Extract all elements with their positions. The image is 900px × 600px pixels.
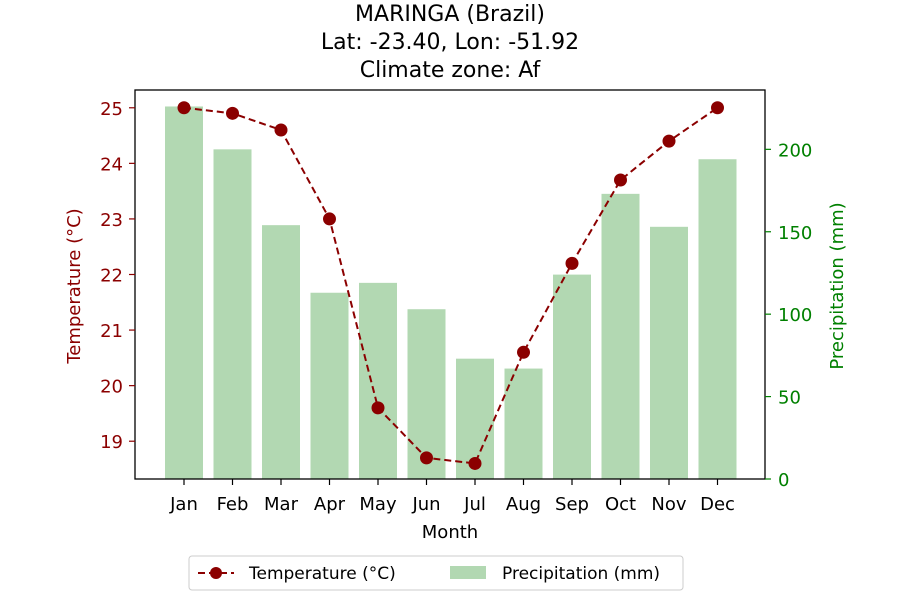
x-tick-label: Oct bbox=[605, 494, 636, 515]
legend-temperature-marker bbox=[210, 567, 222, 579]
title-line-3: Climate zone: Af bbox=[360, 58, 542, 83]
chart-title: MARINGA (Brazil) Lat: -23.40, Lon: -51.9… bbox=[321, 2, 579, 83]
left-y-tick-label: 25 bbox=[100, 99, 123, 120]
precipitation-bar-jan bbox=[165, 106, 203, 480]
precipitation-bars bbox=[165, 106, 737, 480]
temperature-point-may bbox=[371, 401, 385, 415]
temperature-point-feb bbox=[226, 106, 239, 120]
right-y-tick-label: 200 bbox=[778, 140, 812, 161]
right-y-axis: 0 50 100 150 200 bbox=[765, 140, 812, 491]
right-y-tick-label: 0 bbox=[778, 470, 789, 491]
x-tick-label: Dec bbox=[700, 494, 735, 515]
left-y-tick-label: 21 bbox=[100, 321, 123, 342]
precipitation-bar-mar bbox=[262, 225, 300, 479]
precipitation-bar-dec bbox=[698, 159, 737, 479]
legend-precipitation-swatch bbox=[450, 566, 486, 579]
precipitation-bar-feb bbox=[213, 149, 252, 479]
legend: Temperature (°C) Precipitation (mm) bbox=[188, 555, 684, 591]
x-tick-label: Sep bbox=[555, 494, 589, 515]
x-axis: Jan Feb Mar Apr May Jun Jul Aug Sep Oct Nov Dec bbox=[169, 479, 735, 515]
x-tick-label: Mar bbox=[264, 494, 299, 515]
title-line-1: MARINGA (Brazil) bbox=[355, 2, 545, 27]
x-tick-label: May bbox=[359, 494, 397, 515]
left-y-tick-label: 19 bbox=[100, 432, 123, 453]
left-y-axis: 19 20 21 22 23 24 25 bbox=[100, 99, 135, 453]
right-y-tick-label: 100 bbox=[778, 305, 812, 326]
x-tick-label: Feb bbox=[217, 494, 249, 515]
x-tick-label: Jun bbox=[411, 494, 440, 515]
temperature-point-sep bbox=[565, 256, 579, 270]
left-y-tick-label: 23 bbox=[100, 210, 123, 231]
legend-frame bbox=[188, 555, 684, 591]
plot-frame bbox=[134, 89, 766, 480]
precipitation-bar-nov bbox=[650, 226, 688, 479]
temperature-point-nov bbox=[662, 134, 676, 148]
x-tick-label: Jul bbox=[463, 494, 486, 515]
x-axis-label: Month bbox=[422, 522, 478, 543]
x-tick-label: Apr bbox=[314, 494, 346, 515]
temperature-line bbox=[177, 101, 724, 470]
left-y-axis-label: Temperature (°C) bbox=[64, 208, 85, 364]
temperature-point-jan bbox=[177, 101, 191, 115]
precipitation-bar-aug bbox=[504, 368, 543, 479]
x-tick-label: Nov bbox=[651, 494, 686, 515]
right-y-tick-label: 150 bbox=[778, 223, 812, 244]
temperature-point-mar bbox=[274, 123, 288, 137]
left-y-tick-label: 24 bbox=[100, 154, 123, 175]
x-tick-label: Jan bbox=[169, 494, 198, 515]
temperature-point-aug bbox=[517, 345, 530, 359]
left-y-tick-label: 22 bbox=[100, 265, 123, 286]
title-line-2: Lat: -23.40, Lon: -51.92 bbox=[321, 30, 579, 55]
precipitation-bar-apr bbox=[310, 292, 349, 479]
temperature-point-oct bbox=[614, 173, 627, 187]
temperature-point-jul bbox=[468, 456, 482, 470]
precipitation-bar-jun bbox=[407, 309, 446, 479]
legend-precipitation-label: Precipitation (mm) bbox=[502, 564, 660, 584]
precipitation-bar-oct bbox=[601, 193, 640, 480]
precipitation-bar-may bbox=[359, 282, 397, 479]
right-y-axis-label: Precipitation (mm) bbox=[827, 202, 848, 369]
left-y-tick-label: 20 bbox=[100, 377, 123, 398]
legend-temperature-label: Temperature (°C) bbox=[248, 564, 396, 584]
temperature-point-dec bbox=[711, 101, 724, 115]
temperature-point-apr bbox=[323, 212, 336, 226]
precipitation-bar-sep bbox=[553, 274, 591, 479]
x-tick-label: Aug bbox=[506, 494, 541, 515]
right-y-tick-label: 50 bbox=[778, 388, 801, 409]
temperature-series-line bbox=[183, 106, 719, 465]
temperature-point-jun bbox=[420, 451, 433, 465]
